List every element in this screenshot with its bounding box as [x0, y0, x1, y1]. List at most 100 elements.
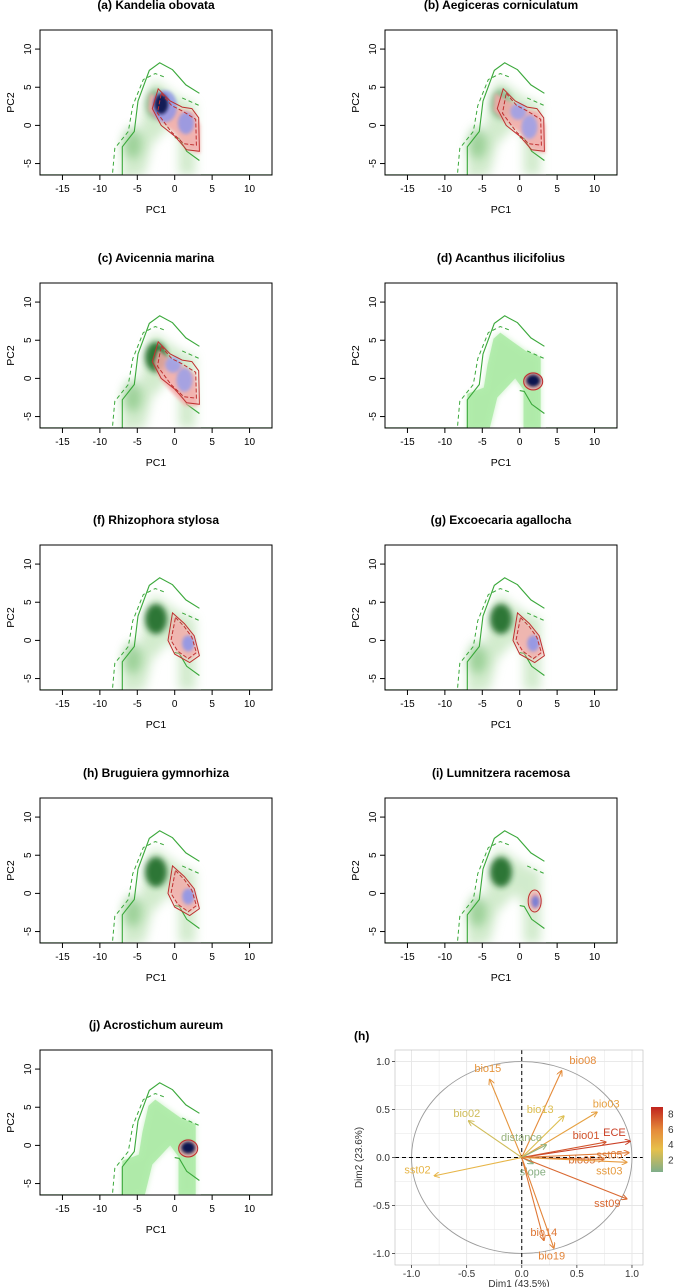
pca-label-sst02: sst02 — [404, 1165, 430, 1177]
pca-x-tick-label: -1.0 — [403, 1269, 421, 1280]
panel-title: (b) Aegiceras corniculatum — [424, 0, 578, 12]
pca-arrow-bio08 — [521, 1071, 562, 1158]
x-tick-label: -5 — [478, 184, 487, 195]
y-tick-label: -5 — [23, 159, 34, 168]
panel-title: (i) Lumnitzera racemosa — [432, 766, 570, 780]
species-contour-50 — [156, 92, 197, 146]
density-lobe-lower — [468, 894, 487, 927]
env-contour-100 — [121, 62, 200, 175]
density-lobe-lower — [123, 641, 142, 674]
y-tick-label: 5 — [368, 337, 379, 343]
x-tick-label: -15 — [55, 437, 70, 448]
colorbar — [651, 1107, 663, 1172]
overlap-blob — [182, 635, 195, 652]
x-tick-label: -10 — [438, 184, 453, 195]
env-contour-100 — [466, 577, 545, 690]
x-tick-label: 0 — [517, 184, 523, 195]
y-tick-label: 10 — [23, 811, 34, 823]
env-contour-100 — [466, 315, 545, 428]
species-contour-100 — [167, 864, 200, 917]
env-contour-50-right — [526, 97, 545, 107]
y-tick-label: 0 — [368, 375, 379, 381]
x-tick-label: 0 — [172, 699, 178, 710]
x-tick-label: 10 — [589, 184, 601, 195]
colorbar-tick-label: 6 — [668, 1125, 674, 1136]
pca-arrow-ECE — [521, 1141, 630, 1159]
pca-y-axis-label: Dim2 (23.6%) — [354, 1127, 365, 1188]
x-tick-label: -15 — [400, 952, 415, 963]
density-lobe-lower — [468, 641, 487, 674]
x-tick-label: -15 — [400, 699, 415, 710]
y-tick-label: 0 — [368, 890, 379, 896]
env-contour-100 — [121, 830, 200, 943]
x-tick-label: 5 — [554, 952, 560, 963]
overlap-core — [181, 1141, 196, 1154]
x-tick-label: -5 — [133, 184, 142, 195]
density-core — [490, 604, 512, 635]
y-tick-label: 10 — [23, 558, 34, 570]
x-tick-label: -10 — [93, 952, 108, 963]
background-density — [122, 847, 196, 943]
species-contour-100 — [151, 340, 200, 405]
pca-x-tick-label: 0.0 — [515, 1269, 529, 1280]
plot-frame — [384, 282, 618, 429]
y-axis-label: PC2 — [5, 1112, 17, 1133]
env-contour-100 — [466, 62, 545, 175]
x-tick-label: -5 — [133, 437, 142, 448]
pca-label-sst09: sst09 — [594, 1198, 620, 1210]
panel-title: (c) Avicennia marina — [98, 251, 215, 265]
x-tick-label: 0 — [172, 952, 178, 963]
plot-area — [385, 315, 617, 428]
env-contour-50-right — [526, 865, 545, 875]
species-contour-50 — [515, 616, 542, 660]
x-tick-label: 5 — [209, 437, 215, 448]
background-density — [467, 847, 541, 943]
y-axis-label: PC2 — [350, 92, 362, 113]
x-tick-label: 5 — [209, 184, 215, 195]
y-tick-label: 10 — [23, 296, 34, 308]
pca-arrow-bio15 — [490, 1080, 523, 1158]
niche-panel-c: (c) Avicennia marina -15 -10 -5 0 5 10 -5 0 5 10 PC… — [5, 251, 273, 469]
pca-label-bio19: bio19 — [538, 1251, 565, 1263]
x-tick-label: 10 — [589, 952, 601, 963]
niche-panel-a: (a) Kandelia obovata -15 -10 -5 0 5 10 -5 0 5 10 PC… — [5, 0, 273, 216]
pca-x-tick-label: -0.5 — [458, 1269, 476, 1280]
target-niche — [493, 93, 546, 154]
overlap-blob-2 — [176, 367, 193, 392]
niche-panel-i: (i) Lumnitzera racemosa -15 -10 -5 0 5 10 -5 0 5 1… — [350, 766, 618, 984]
pca-x-axis-label: Dim1 (43.5%) — [488, 1279, 549, 1287]
x-axis-label: PC1 — [146, 719, 167, 731]
env-contour-100 — [121, 315, 200, 428]
env-contour-50-right — [181, 865, 200, 875]
overlap-blob-2 — [177, 112, 194, 135]
plot-area — [40, 315, 272, 428]
x-tick-label: -5 — [478, 952, 487, 963]
overlap-core — [154, 94, 169, 115]
x-tick-label: -10 — [438, 699, 453, 710]
x-tick-label: 5 — [554, 699, 560, 710]
species-contour-50 — [156, 345, 197, 399]
overlap-blob — [531, 895, 540, 908]
density-core — [145, 604, 167, 635]
pca-arrow-bio01 — [521, 1142, 606, 1159]
y-axis-label: PC2 — [5, 607, 17, 628]
pca-label-bio14: bio14 — [530, 1227, 557, 1239]
y-tick-label: 5 — [23, 852, 34, 858]
env-contour-50 — [112, 840, 166, 941]
y-tick-label: -5 — [368, 927, 379, 936]
pca-arrow-bio13 — [521, 1116, 564, 1158]
x-tick-label: -5 — [133, 699, 142, 710]
env-contour-100 — [121, 1082, 200, 1195]
overlap-blob — [165, 356, 182, 373]
x-tick-label: 10 — [244, 184, 256, 195]
pca-arrow-bio02 — [469, 1121, 523, 1158]
plot-frame — [384, 797, 618, 944]
x-axis-label: PC1 — [146, 1224, 167, 1236]
pca-x-tick-label: 1.0 — [625, 1269, 639, 1280]
y-tick-label: 10 — [368, 811, 379, 823]
y-axis-label: PC2 — [5, 92, 17, 113]
panel-title: (g) Excoecaria agallocha — [431, 513, 572, 527]
plot-area — [40, 830, 272, 943]
x-tick-label: 5 — [554, 184, 560, 195]
background-density — [122, 79, 196, 175]
